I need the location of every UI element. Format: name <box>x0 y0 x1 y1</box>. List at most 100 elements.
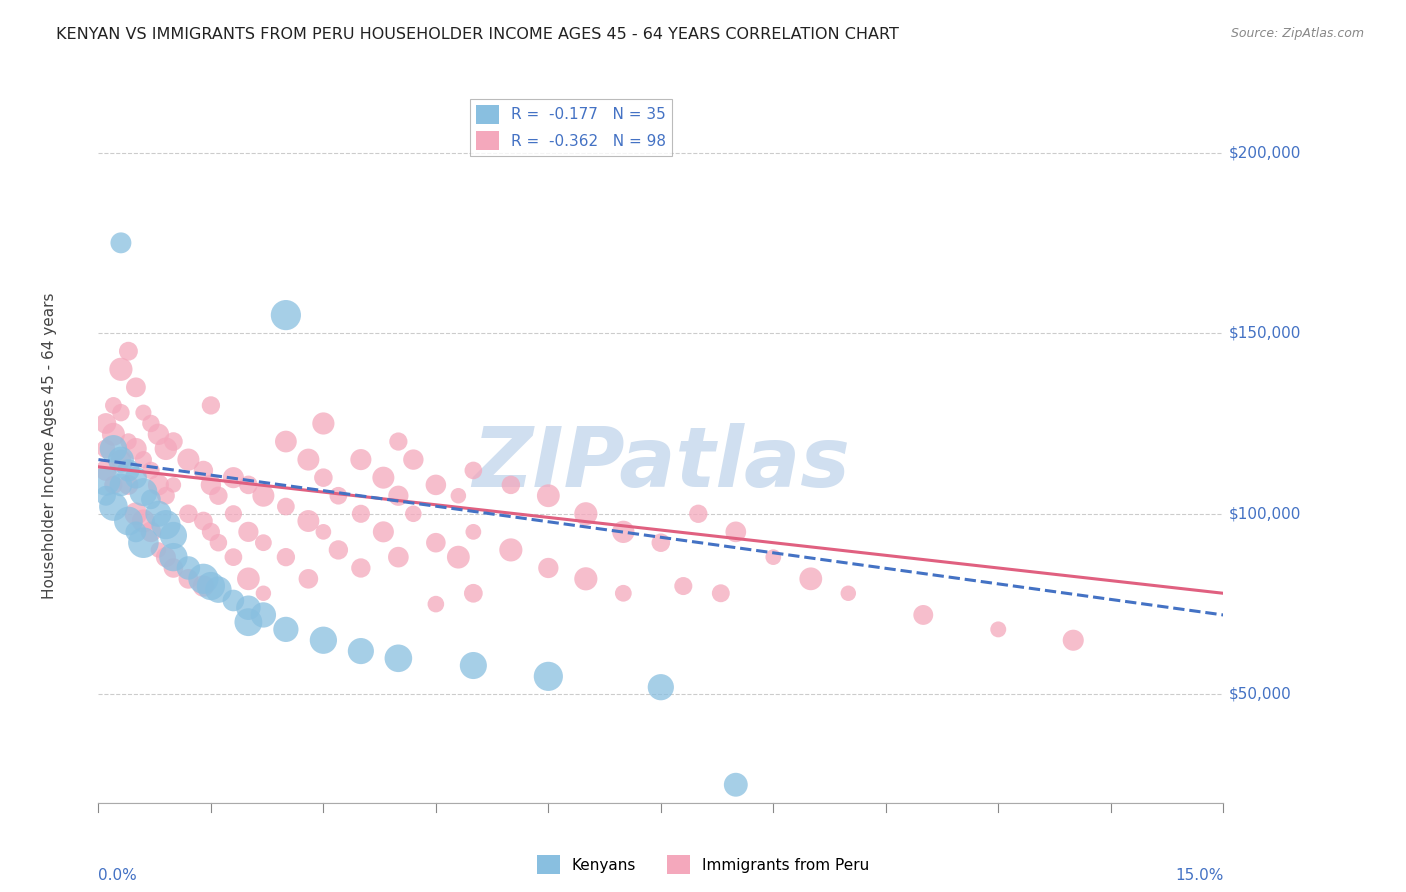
Point <box>117 514 139 528</box>
Point <box>94 417 117 431</box>
Point <box>274 623 297 637</box>
Point <box>193 579 215 593</box>
Point <box>650 535 672 549</box>
Point <box>162 561 184 575</box>
Point <box>139 463 162 477</box>
Point <box>155 442 177 456</box>
Point <box>537 489 560 503</box>
Point <box>328 542 350 557</box>
Text: KENYAN VS IMMIGRANTS FROM PERU HOUSEHOLDER INCOME AGES 45 - 64 YEARS CORRELATION: KENYAN VS IMMIGRANTS FROM PERU HOUSEHOLD… <box>56 27 898 42</box>
Point <box>125 524 148 539</box>
Point <box>139 492 162 507</box>
Point <box>252 489 274 503</box>
Point <box>575 572 598 586</box>
Point <box>402 452 425 467</box>
Point <box>425 597 447 611</box>
Point <box>238 600 260 615</box>
Point <box>162 550 184 565</box>
Point <box>274 500 297 514</box>
Point <box>537 669 560 683</box>
Point <box>274 434 297 449</box>
Point <box>148 542 170 557</box>
Point <box>987 623 1010 637</box>
Point <box>193 572 215 586</box>
Point <box>200 478 222 492</box>
Point <box>238 615 260 630</box>
Text: Source: ZipAtlas.com: Source: ZipAtlas.com <box>1230 27 1364 40</box>
Point <box>103 398 125 412</box>
Point <box>1062 633 1084 648</box>
Point <box>537 561 560 575</box>
Point <box>132 452 155 467</box>
Point <box>132 485 155 500</box>
Point <box>94 463 117 477</box>
Point <box>148 427 170 442</box>
Point <box>162 528 184 542</box>
Point <box>373 470 395 484</box>
Point <box>222 593 245 607</box>
Point <box>207 489 229 503</box>
Legend: R =  -0.177   N = 35, R =  -0.362   N = 98: R = -0.177 N = 35, R = -0.362 N = 98 <box>470 99 672 156</box>
Point <box>463 586 485 600</box>
Point <box>110 362 132 376</box>
Point <box>312 417 335 431</box>
Point <box>139 524 162 539</box>
Point <box>350 644 373 658</box>
Point <box>155 550 177 565</box>
Point <box>110 452 132 467</box>
Point <box>222 470 245 484</box>
Point <box>724 778 747 792</box>
Text: $150,000: $150,000 <box>1229 326 1301 341</box>
Point <box>312 470 335 484</box>
Point <box>447 550 470 565</box>
Point <box>612 586 634 600</box>
Point <box>238 524 260 539</box>
Point <box>200 579 222 593</box>
Point <box>274 550 297 565</box>
Text: $100,000: $100,000 <box>1229 507 1301 521</box>
Point <box>800 572 823 586</box>
Point <box>350 507 373 521</box>
Point <box>312 633 335 648</box>
Point <box>193 514 215 528</box>
Point <box>672 579 695 593</box>
Point <box>710 586 733 600</box>
Text: $50,000: $50,000 <box>1229 687 1292 702</box>
Point <box>94 475 117 489</box>
Point <box>177 452 200 467</box>
Point <box>762 550 785 565</box>
Point <box>162 478 184 492</box>
Point <box>139 417 162 431</box>
Point <box>463 524 485 539</box>
Point <box>103 500 125 514</box>
Point <box>103 442 125 456</box>
Point <box>373 524 395 539</box>
Point <box>612 524 634 539</box>
Legend: Kenyans, Immigrants from Peru: Kenyans, Immigrants from Peru <box>530 849 876 880</box>
Point <box>328 489 350 503</box>
Point <box>125 380 148 394</box>
Point <box>447 489 470 503</box>
Point <box>110 406 132 420</box>
Point <box>148 478 170 492</box>
Point <box>387 489 409 503</box>
Point <box>252 586 274 600</box>
Point <box>193 463 215 477</box>
Point <box>350 561 373 575</box>
Point <box>238 478 260 492</box>
Point <box>117 478 139 492</box>
Point <box>177 561 200 575</box>
Point <box>155 517 177 532</box>
Point <box>297 572 319 586</box>
Point <box>103 478 125 492</box>
Point <box>207 582 229 597</box>
Point <box>297 452 319 467</box>
Point <box>499 542 522 557</box>
Point <box>312 524 335 539</box>
Text: 15.0%: 15.0% <box>1175 868 1223 883</box>
Point <box>200 524 222 539</box>
Point <box>463 658 485 673</box>
Point <box>688 507 710 521</box>
Point <box>117 463 139 477</box>
Point <box>177 572 200 586</box>
